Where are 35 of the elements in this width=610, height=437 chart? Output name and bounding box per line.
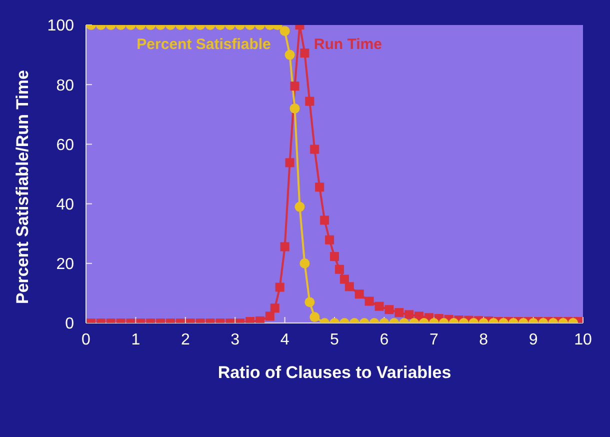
point xyxy=(280,242,290,252)
point xyxy=(320,216,330,225)
x-tick-label: 8 xyxy=(479,331,488,348)
x-tick-label: 10 xyxy=(574,331,592,348)
point xyxy=(294,202,305,212)
y-tick-label: 40 xyxy=(56,196,74,214)
point xyxy=(300,258,310,268)
x-tick-label: 9 xyxy=(528,331,538,348)
y-tick-label: 60 xyxy=(56,136,74,154)
series-label: Run Time xyxy=(314,36,382,53)
point xyxy=(290,103,300,114)
point xyxy=(290,82,300,91)
x-tick-label: 4 xyxy=(280,331,290,348)
y-tick-label: 0 xyxy=(65,316,74,333)
y-tick-label: 80 xyxy=(56,77,74,94)
y-axis-title: Percent Satisfiable/Run Time xyxy=(13,70,32,304)
x-tick-label: 0 xyxy=(82,331,91,348)
x-tick-label: 6 xyxy=(380,331,389,348)
series-label: Percent Satisfiable xyxy=(136,36,271,53)
point xyxy=(285,158,294,168)
point xyxy=(330,252,339,262)
x-tick-label: 5 xyxy=(330,331,340,348)
x-tick-label: 1 xyxy=(131,331,140,348)
x-tick-label: 3 xyxy=(230,331,240,348)
x-tick-label: 2 xyxy=(180,331,190,348)
x-tick-label: 7 xyxy=(429,331,438,348)
point xyxy=(305,96,314,106)
point xyxy=(325,235,334,244)
y-tick-label: 20 xyxy=(56,256,74,274)
point xyxy=(334,264,344,274)
x-axis-title: Ratio of Clauses to Variables xyxy=(218,363,452,382)
point xyxy=(340,274,349,284)
point xyxy=(315,182,324,192)
point xyxy=(310,144,320,154)
y-tick-label: 100 xyxy=(47,18,74,35)
